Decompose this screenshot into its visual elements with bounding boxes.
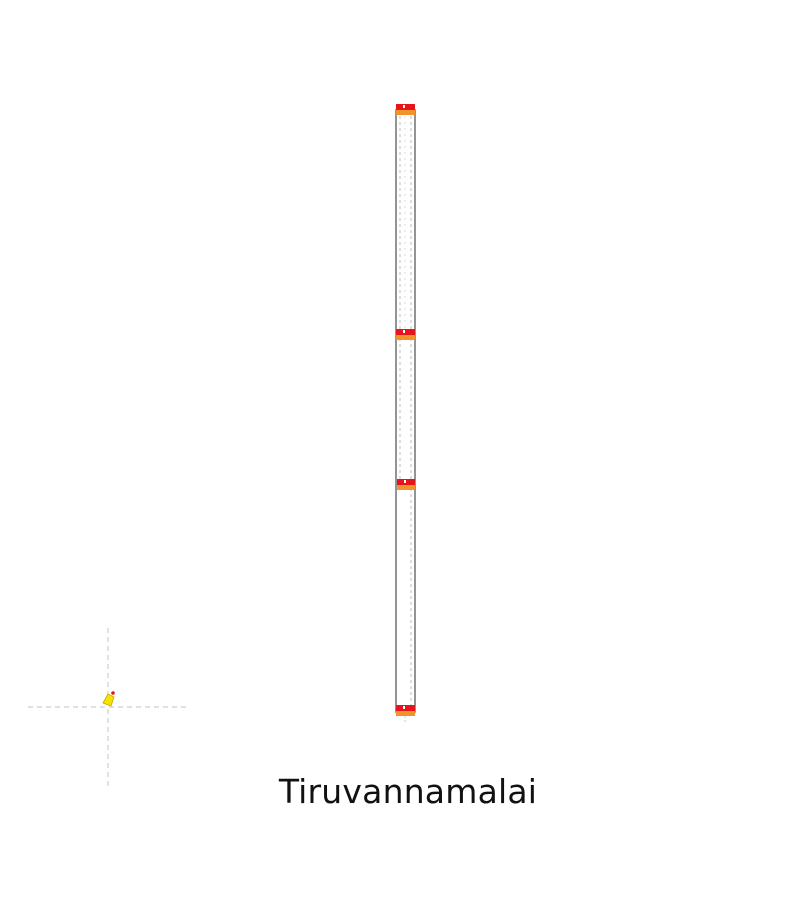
stop-marker-icon[interactable]	[397, 479, 415, 490]
stop-marker-icon[interactable]	[396, 104, 415, 115]
place-name-label: Tiruvannamalai	[278, 772, 538, 811]
stop-marker-icon[interactable]	[396, 705, 415, 716]
crosshair-icon	[28, 628, 188, 788]
stop-marker-icon[interactable]	[396, 329, 415, 340]
route-track[interactable]	[395, 109, 416, 724]
location-pin-icon[interactable]	[102, 691, 115, 707]
